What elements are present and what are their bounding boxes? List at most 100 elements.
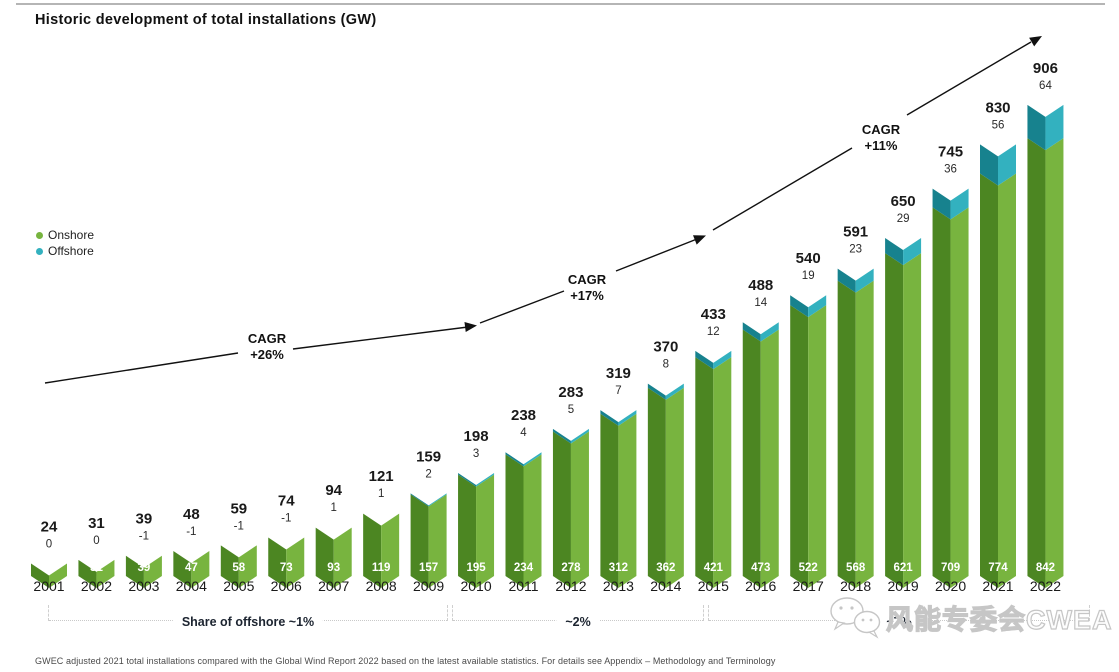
bracket-label: ~7%: [877, 615, 921, 629]
year-label: 2011: [508, 578, 538, 594]
bar-offshore-left: [600, 410, 619, 426]
offshore-label: 1: [330, 502, 336, 514]
year-label: 2013: [603, 578, 634, 594]
legend-item-onshore: Onshore: [36, 227, 94, 243]
total-label: 121: [369, 468, 394, 485]
bar-onshore-left: [980, 173, 998, 588]
year-label: 2018: [840, 578, 871, 594]
year-label: 2017: [793, 578, 824, 594]
offshore-label: -1: [281, 513, 291, 525]
bar-offshore-left: [410, 493, 429, 507]
year-label: 2005: [223, 578, 254, 594]
bracket-label: ~2%: [556, 615, 600, 629]
onshore-value-label: 421: [704, 562, 724, 574]
bar-offshore-right: [998, 144, 1016, 186]
trend-line-segment: [615, 238, 698, 272]
bar-onshore-left: [1027, 138, 1046, 588]
watermark: 风能专委会CWEA: [828, 595, 1113, 639]
total-label: 31: [88, 515, 105, 532]
bracket-label: Share of offshore ~1%: [172, 615, 324, 629]
cagr-value: +11%: [864, 138, 898, 153]
bar-offshore-right: [903, 238, 922, 266]
year-label: 2014: [650, 578, 681, 594]
year-label: 2001: [33, 578, 64, 594]
total-label: 906: [1033, 60, 1058, 77]
trend-line-segment: [906, 41, 1032, 116]
top-divider: [16, 3, 1105, 5]
year-label: 2006: [271, 578, 302, 594]
bar-offshore-left: [458, 473, 477, 487]
onshore-value-label: 24: [43, 562, 56, 574]
bar-offshore-left: [980, 144, 998, 186]
total-label: 591: [843, 224, 868, 241]
bar-onshore-right: [998, 173, 1016, 588]
bar-onshore-left: [600, 413, 619, 588]
cagr-title: CAGR: [247, 331, 287, 346]
bar-onshore-left: [363, 513, 382, 588]
offshore-label: 8: [663, 359, 669, 371]
onshore-value-label: 31: [90, 562, 103, 574]
total-label: 745: [938, 144, 963, 161]
bar-onshore-right: [665, 387, 684, 588]
bar-offshore-right: [618, 410, 637, 426]
offshore-label: 0: [93, 535, 99, 547]
year-label: 2008: [366, 578, 397, 594]
bar-offshore-left: [552, 428, 571, 444]
onshore-value-label: 473: [751, 562, 770, 574]
bar-onshore-left: [220, 545, 239, 588]
offshore-label: -1: [139, 531, 149, 543]
total-label: 24: [41, 519, 58, 536]
year-label: 2021: [982, 578, 1013, 594]
year-label: 2019: [888, 578, 919, 594]
bar-offshore-right: [476, 473, 495, 487]
bar-onshore-left: [647, 387, 666, 588]
bar-onshore-left: [695, 357, 714, 588]
bar-onshore-left: [410, 494, 429, 588]
offshore-label: 2: [425, 468, 431, 480]
bar-onshore-left: [31, 563, 49, 588]
trend-line-segment: [712, 147, 853, 231]
onshore-value-label: 278: [561, 562, 581, 574]
total-label: 319: [606, 365, 631, 382]
cagr-annotation-2: CAGR +17%: [542, 272, 632, 304]
year-label: 2004: [176, 578, 207, 594]
year-label: 2022: [1030, 578, 1061, 594]
offshore-dot-icon: [36, 247, 43, 255]
bar-offshore-left: [885, 238, 904, 266]
bar-onshore-right: [191, 551, 210, 588]
total-label: 238: [511, 407, 536, 424]
bar-onshore-right: [333, 527, 352, 588]
cagr-annotation-1: CAGR +26%: [222, 331, 312, 363]
total-label: 74: [278, 493, 295, 510]
trend-arrowhead: [693, 235, 706, 245]
onshore-value-label: 621: [894, 562, 914, 574]
bar-offshore-right: [808, 295, 827, 318]
total-label: 59: [230, 500, 247, 517]
offshore-label: 64: [1039, 80, 1052, 92]
bar-offshore-right: [1045, 104, 1064, 151]
bar-onshore-left: [742, 329, 761, 588]
bar-offshore-left: [647, 383, 666, 400]
cagr-title: CAGR: [567, 272, 607, 287]
bar-onshore-left: [837, 280, 856, 588]
year-label: 2009: [413, 578, 444, 594]
bar-onshore-right: [523, 454, 542, 588]
total-label: 433: [701, 306, 726, 323]
year-label: 2016: [745, 578, 776, 594]
bar-onshore-right: [855, 280, 874, 588]
year-label: 2007: [318, 578, 349, 594]
total-label: 159: [416, 448, 441, 465]
bar-offshore-right: [570, 428, 589, 444]
bar-onshore-right: [286, 537, 305, 588]
total-label: 283: [558, 384, 583, 401]
bar-onshore-right: [618, 413, 637, 588]
bar-offshore-right: [713, 350, 732, 370]
year-label: 2020: [935, 578, 966, 594]
offshore-label: 29: [897, 213, 910, 225]
bar-onshore-right: [713, 357, 732, 588]
onshore-value-label: 522: [799, 562, 818, 574]
onshore-value-label: 58: [232, 562, 245, 574]
onshore-value-label: 73: [280, 562, 293, 574]
offshore-label: 7: [615, 385, 621, 397]
